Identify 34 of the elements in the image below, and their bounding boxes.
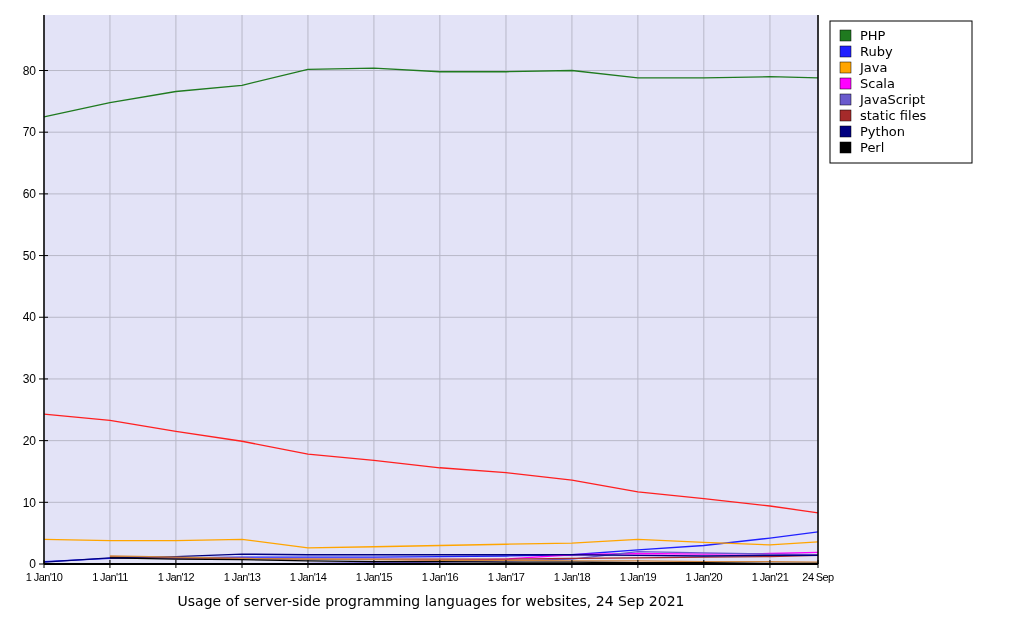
x-tick-label: 1 Jan'14	[289, 571, 327, 583]
y-tick-label: 60	[22, 187, 37, 202]
legend-label: Ruby	[860, 44, 893, 59]
legend-label: Python	[860, 124, 906, 139]
legend-label: Perl	[860, 140, 885, 155]
y-tick-label: 50	[22, 248, 37, 263]
legend-label: JavaScript	[859, 92, 926, 107]
x-tick-label: 1 Jan'21	[751, 571, 789, 583]
legend-label: PHP	[860, 28, 886, 43]
x-tick-label: 1 Jan'18	[553, 571, 591, 583]
x-tick-label: 1 Jan'13	[223, 571, 261, 583]
x-tick-label: 1 Jan'12	[157, 571, 195, 583]
legend-label: static files	[860, 108, 927, 123]
x-tick-label: 1 Jan'17	[487, 571, 525, 583]
legend-label: Java	[859, 60, 888, 75]
y-tick-label: 40	[22, 310, 37, 325]
y-tick-label: 10	[22, 495, 37, 510]
y-tick-label: 70	[22, 125, 37, 140]
y-tick-label: 20	[22, 433, 37, 448]
legend-label: Scala	[860, 76, 895, 91]
text: Usage of server-side programming languages for websites, 24 Sep 2021	[177, 593, 685, 609]
x-tick-label: 1 Jan'19	[619, 571, 657, 583]
y-tick-label: 30	[22, 372, 37, 387]
y-tick-label: 0	[29, 557, 37, 572]
x-tick-label: 1 Jan'11	[92, 571, 129, 583]
x-tick-label: 1 Jan'20	[685, 571, 723, 583]
x-tick-label: 24 Sep	[802, 571, 835, 583]
x-tick-label: 1 Jan'10	[25, 571, 63, 583]
line-series	[43, 538, 819, 549]
line-series	[43, 413, 819, 514]
x-tick-label: 1 Jan'15	[355, 571, 393, 583]
line-series	[43, 67, 819, 118]
y-tick-label: 80	[22, 63, 37, 78]
x-tick-label: 1 Jan'16	[421, 571, 459, 583]
